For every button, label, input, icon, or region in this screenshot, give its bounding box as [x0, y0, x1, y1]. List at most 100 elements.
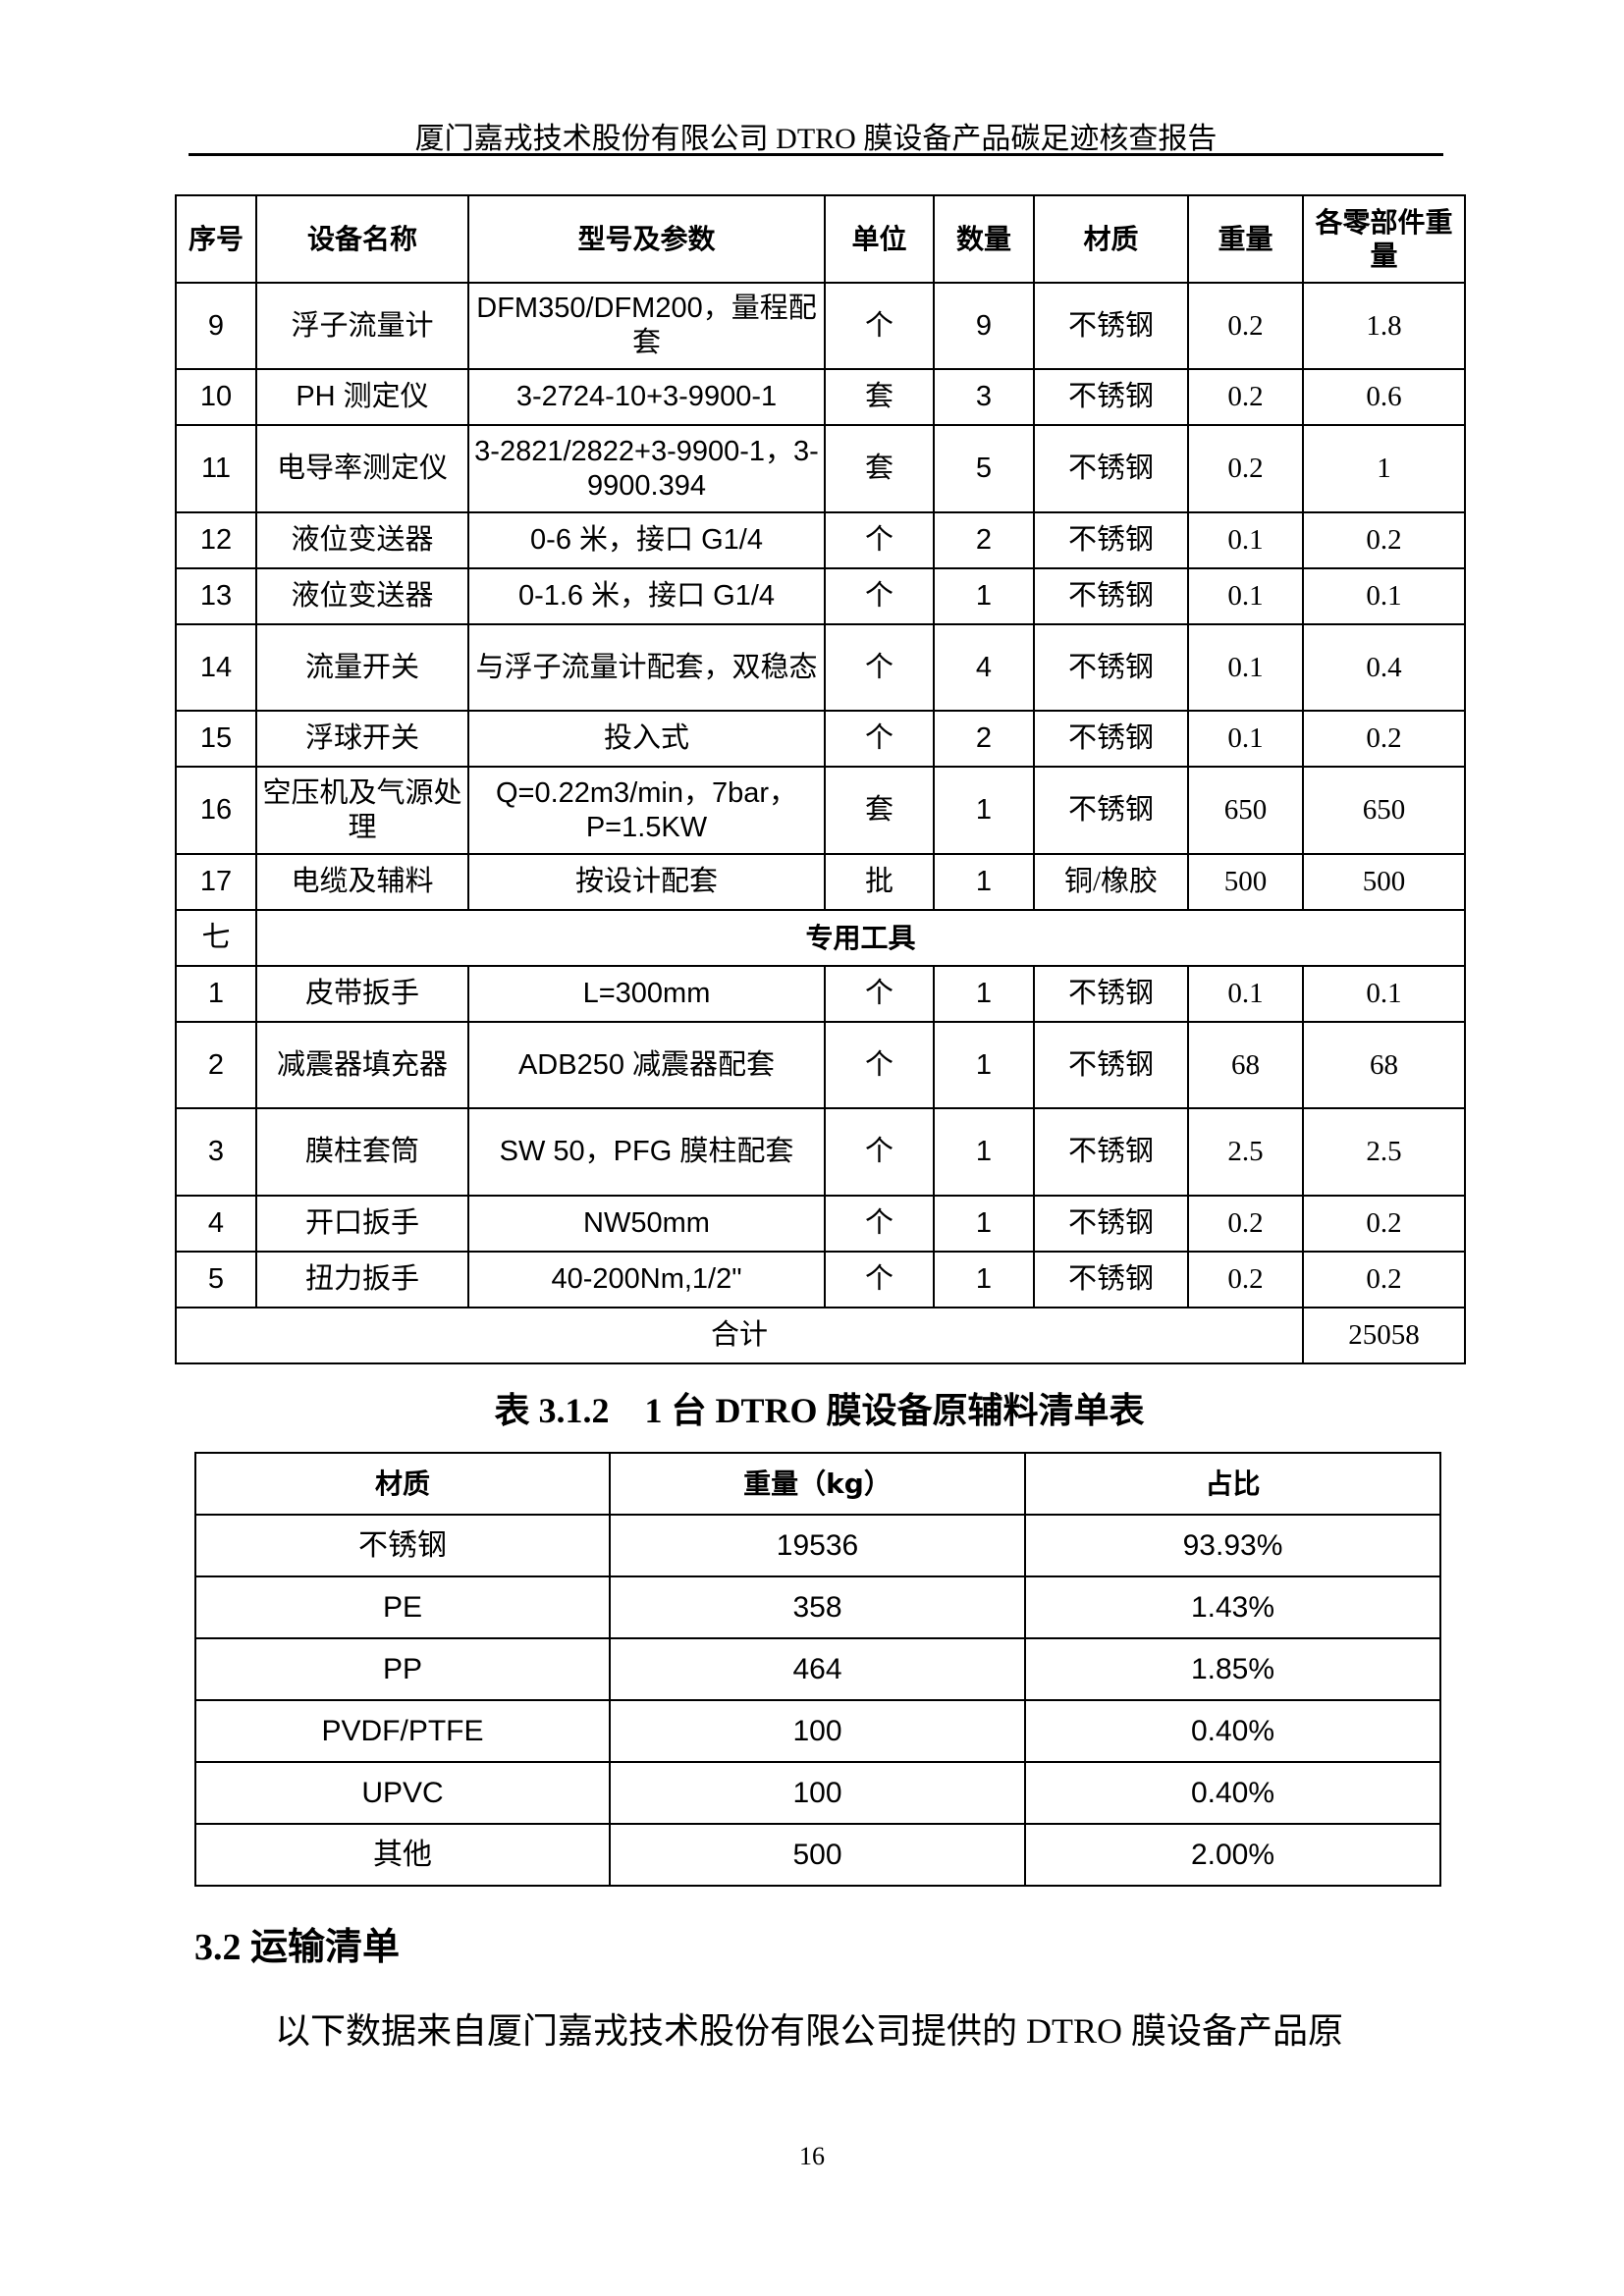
- column-header: 材质: [194, 1452, 611, 1516]
- table-row: PE 358 1.43%: [194, 1575, 1441, 1639]
- model-spec: 按设计配套: [467, 853, 826, 911]
- equipment-name: 皮带扳手: [255, 965, 469, 1023]
- component-weight: 68: [1302, 1021, 1466, 1109]
- row-number: 5: [175, 1251, 257, 1308]
- row-number: 12: [175, 511, 257, 569]
- weight: 0.2: [1187, 282, 1304, 370]
- model-spec: ADB250 减震器配套: [467, 1021, 826, 1109]
- total-row: 合计 25058: [175, 1307, 1466, 1364]
- column-header: 占比: [1024, 1452, 1441, 1516]
- quantity: 9: [933, 282, 1035, 370]
- unit: 个: [824, 623, 935, 712]
- material: PE: [194, 1575, 611, 1639]
- equipment-name: 减震器填充器: [255, 1021, 469, 1109]
- share: 1.85%: [1024, 1637, 1441, 1701]
- equipment-name: 开口扳手: [255, 1195, 469, 1253]
- table-row: PP 464 1.85%: [194, 1637, 1441, 1701]
- material: 不锈钢: [1033, 1195, 1189, 1253]
- model-spec: 0-1.6 米，接口 G1/4: [467, 567, 826, 625]
- model-spec: 3-2821/2822+3-9900-1，3-9900.394: [467, 424, 826, 513]
- header-row: 序号 设备名称 型号及参数 单位 数量 材质 重量 各零部件重量: [175, 194, 1466, 284]
- weight: 0.1: [1187, 965, 1304, 1023]
- unit: 个: [824, 1021, 935, 1109]
- material: 不锈钢: [1033, 1021, 1189, 1109]
- table-row: 其他 500 2.00%: [194, 1823, 1441, 1887]
- table-row: 17 电缆及辅料 按设计配套批 1 铜/橡胶 500 500: [175, 853, 1466, 911]
- unit: 套: [824, 424, 935, 513]
- weight: 500: [1187, 853, 1304, 911]
- column-header: 设备名称: [255, 194, 469, 284]
- column-header: 序号: [175, 194, 257, 284]
- table-row: 4 开口扳手 NW50mm 个 1 不锈钢 0.2 0.2: [175, 1195, 1466, 1253]
- model-spec: 投入式: [467, 710, 826, 768]
- model-spec: Q=0.22m3/min，7bar，P=1.5KW: [467, 766, 826, 855]
- table-row: 11 电导率测定仪 3-2821/2822+3-9900-1，3-9900.394 套…: [175, 424, 1466, 513]
- share: 2.00%: [1024, 1823, 1441, 1887]
- material: 不锈钢: [1033, 424, 1189, 513]
- material: UPVC: [194, 1761, 611, 1825]
- quantity: 2: [933, 710, 1035, 768]
- column-header: 重量: [1187, 194, 1304, 284]
- column-header: 单位: [824, 194, 935, 284]
- row-number: 3: [175, 1107, 257, 1197]
- component-weight: 0.2: [1302, 1251, 1466, 1308]
- table-row: 3 膜柱套筒 SW 50，PFG 膜柱配套个 1 不锈钢 2.5 2.5: [175, 1107, 1466, 1197]
- equipment-name: 膜柱套筒: [255, 1107, 469, 1197]
- row-number: 15: [175, 710, 257, 768]
- column-header: 数量: [933, 194, 1035, 284]
- component-weight: 0.2: [1302, 710, 1466, 768]
- component-weight: 1.8: [1302, 282, 1466, 370]
- row-number: 17: [175, 853, 257, 911]
- unit: 个: [824, 1107, 935, 1197]
- material: 不锈钢: [1033, 567, 1189, 625]
- unit: 个: [824, 965, 935, 1023]
- quantity: 1: [933, 766, 1035, 855]
- quantity: 5: [933, 424, 1035, 513]
- section-row: 七专用工具: [175, 909, 1466, 967]
- quantity: 1: [933, 1107, 1035, 1197]
- weight: 2.5: [1187, 1107, 1304, 1197]
- share: 0.40%: [1024, 1761, 1441, 1825]
- equipment-name: 液位变送器: [255, 567, 469, 625]
- equipment-name: 电缆及辅料: [255, 853, 469, 911]
- quantity: 4: [933, 623, 1035, 712]
- model-spec: NW50mm: [467, 1195, 826, 1253]
- equipment-name: 浮球开关: [255, 710, 469, 768]
- unit: 个: [824, 1195, 935, 1253]
- row-number: 13: [175, 567, 257, 625]
- material: PP: [194, 1637, 611, 1701]
- page-number: 16: [799, 2142, 825, 2170]
- section-heading: 3.2 运输清单: [194, 1927, 401, 1968]
- weight: 0.2: [1187, 368, 1304, 426]
- equipment-table: 序号 设备名称 型号及参数 单位 数量 材质 重量 各零部件重量 9 浮子流量计 DFM350/DF…: [175, 194, 1466, 1364]
- unit: 个: [824, 710, 935, 768]
- material: 铜/橡胶: [1033, 853, 1189, 911]
- materials-table: 材质 重量（kg） 占比 不锈钢 19536 93.93% PE 358 1.43% PP 464 1…: [194, 1452, 1441, 1887]
- unit: 个: [824, 511, 935, 569]
- quantity: 1: [933, 1195, 1035, 1253]
- table-row: 15 浮球开关 投入式个 2 不锈钢 0.1 0.2: [175, 710, 1466, 768]
- share: 0.40%: [1024, 1699, 1441, 1763]
- total-label: 合计: [175, 1307, 1304, 1364]
- model-spec: DFM350/DFM200，量程配套: [467, 282, 826, 370]
- material: 不锈钢: [194, 1514, 611, 1577]
- model-spec: L=300mm: [467, 965, 826, 1023]
- header-rule: [189, 153, 1443, 156]
- unit: 个: [824, 282, 935, 370]
- equipment-name: 空压机及气源处理: [255, 766, 469, 855]
- table-row: 5 扭力扳手 40-200Nm,1/2" 个 1 不锈钢 0.2 0.2: [175, 1251, 1466, 1308]
- equipment-name: 浮子流量计: [255, 282, 469, 370]
- equipment-name: 流量开关: [255, 623, 469, 712]
- header-row: 材质 重量（kg） 占比: [194, 1452, 1441, 1516]
- equipment-name: PH 测定仪: [255, 368, 469, 426]
- component-weight: 1: [1302, 424, 1466, 513]
- weight-kg: 464: [609, 1637, 1026, 1701]
- weight: 0.1: [1187, 710, 1304, 768]
- row-number: 4: [175, 1195, 257, 1253]
- component-weight: 500: [1302, 853, 1466, 911]
- unit: 个: [824, 567, 935, 625]
- weight: 0.2: [1187, 424, 1304, 513]
- share: 93.93%: [1024, 1514, 1441, 1577]
- row-number: 16: [175, 766, 257, 855]
- material: 不锈钢: [1033, 1251, 1189, 1308]
